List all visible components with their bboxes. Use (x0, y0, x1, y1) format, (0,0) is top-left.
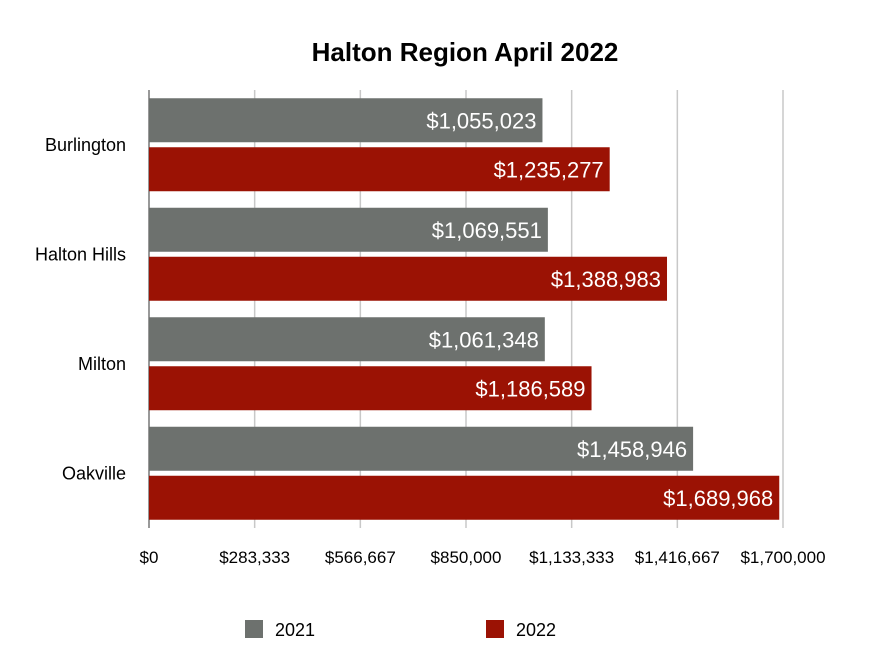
x-tick-label: $0 (140, 548, 159, 567)
bar-2021-burlington (149, 98, 543, 143)
x-axis-tick-labels: $0 $283,333 $566,667 $850,000 $1,133,333 $1,4… (140, 548, 826, 567)
bar-2022-burlington (149, 147, 610, 192)
x-tick-label: $566,667 (325, 548, 396, 567)
x-tick-label: $1,700,000 (740, 548, 825, 567)
bar-2021-halton-hills (149, 207, 548, 252)
bar-2022-halton-hills (149, 256, 668, 301)
bar-2021-oakville (149, 426, 694, 471)
legend-swatch-2021 (245, 620, 263, 638)
bar-2021-milton (149, 317, 545, 362)
bar-2022-milton (149, 366, 592, 411)
data-label: $1,055,023 (426, 108, 536, 133)
data-label: $1,689,968 (663, 486, 773, 511)
x-tick-label: $850,000 (431, 548, 502, 567)
chart-title: Halton Region April 2022 (312, 37, 619, 67)
x-tick-label: $283,333 (219, 548, 290, 567)
category-label: Burlington (45, 135, 126, 155)
data-label: $1,235,277 (494, 157, 604, 182)
bar-2022-oakville (149, 475, 780, 520)
bars: $1,055,023 $1,235,277 $1,069,551 $1,388,983… (149, 98, 780, 520)
legend: 2021 2022 (245, 620, 556, 640)
legend-label: 2022 (516, 620, 556, 640)
category-label: Milton (78, 354, 126, 374)
data-label: $1,388,983 (551, 267, 661, 292)
data-label: $1,186,589 (475, 376, 585, 401)
category-label: Oakville (62, 463, 126, 483)
data-label: $1,069,551 (432, 218, 542, 243)
x-tick-label: $1,416,667 (635, 548, 720, 567)
category-labels: Burlington Halton Hills Milton Oakville (35, 135, 126, 484)
x-tick-label: $1,133,333 (529, 548, 614, 567)
data-label: $1,458,946 (577, 437, 687, 462)
category-label: Halton Hills (35, 244, 126, 264)
legend-label: 2021 (275, 620, 315, 640)
legend-swatch-2022 (486, 620, 504, 638)
data-label: $1,061,348 (429, 327, 539, 352)
